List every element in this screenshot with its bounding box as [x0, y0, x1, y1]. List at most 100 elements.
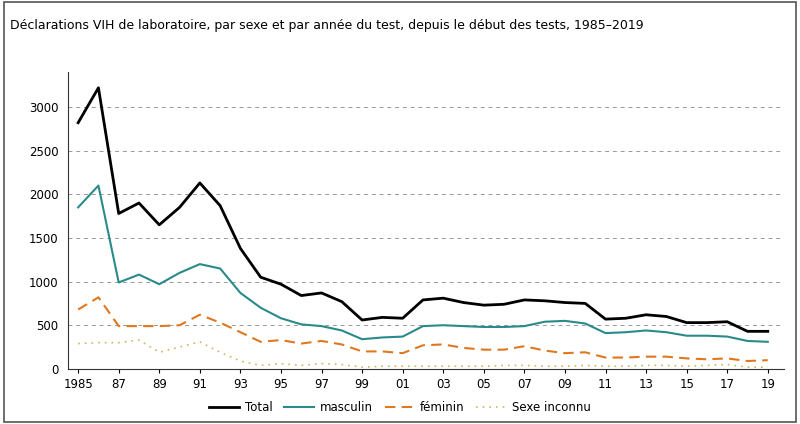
féminin [458, 346, 468, 351]
Sexe inconnu [398, 364, 407, 369]
masculin [276, 316, 286, 321]
Sexe inconnu [682, 364, 691, 369]
Sexe inconnu [458, 364, 468, 369]
féminin [742, 358, 752, 363]
féminin [317, 338, 326, 343]
Line: Total: Total [78, 88, 768, 331]
Sexe inconnu [134, 338, 144, 343]
masculin [438, 323, 448, 328]
masculin [74, 205, 83, 210]
féminin [174, 323, 184, 328]
Total [601, 317, 610, 322]
masculin [560, 318, 570, 324]
Sexe inconnu [662, 363, 671, 368]
masculin [621, 330, 630, 335]
masculin [601, 331, 610, 336]
Sexe inconnu [114, 340, 123, 345]
Total [560, 300, 570, 305]
Sexe inconnu [742, 365, 752, 370]
féminin [682, 356, 691, 361]
Sexe inconnu [702, 363, 712, 368]
Sexe inconnu [581, 363, 590, 368]
Total [174, 205, 184, 210]
masculin [174, 271, 184, 276]
Sexe inconnu [276, 361, 286, 366]
Sexe inconnu [297, 363, 306, 368]
féminin [581, 350, 590, 355]
Total [418, 297, 428, 302]
Sexe inconnu [215, 350, 225, 355]
Total [256, 275, 266, 280]
masculin [682, 333, 691, 338]
Total [702, 320, 712, 325]
féminin [601, 355, 610, 360]
Total [642, 312, 651, 317]
Sexe inconnu [195, 339, 205, 344]
masculin [499, 324, 509, 329]
Sexe inconnu [479, 364, 489, 369]
masculin [722, 334, 732, 339]
masculin [358, 337, 367, 342]
féminin [540, 348, 550, 353]
Total [479, 303, 489, 308]
Total [317, 290, 326, 296]
Sexe inconnu [378, 364, 387, 369]
Total [94, 85, 103, 90]
Sexe inconnu [499, 363, 509, 368]
Total [195, 180, 205, 185]
Sexe inconnu [621, 364, 630, 369]
Sexe inconnu [236, 358, 246, 363]
masculin [662, 330, 671, 335]
masculin [398, 334, 407, 339]
masculin [256, 305, 266, 310]
Total [438, 296, 448, 301]
Sexe inconnu [74, 341, 83, 346]
féminin [702, 357, 712, 362]
Total [742, 329, 752, 334]
Sexe inconnu [337, 362, 346, 367]
féminin [722, 356, 732, 361]
Sexe inconnu [601, 364, 610, 369]
féminin [256, 339, 266, 344]
féminin [276, 338, 286, 343]
Total [378, 315, 387, 320]
Sexe inconnu [94, 340, 103, 345]
féminin [438, 342, 448, 347]
féminin [297, 341, 306, 346]
Total [114, 211, 123, 216]
Total [682, 320, 691, 325]
Sexe inconnu [560, 364, 570, 369]
féminin [378, 349, 387, 354]
féminin [134, 324, 144, 329]
masculin [458, 324, 468, 329]
masculin [763, 339, 773, 344]
Total [297, 293, 306, 298]
masculin [479, 324, 489, 329]
Total [763, 329, 773, 334]
féminin [74, 307, 83, 312]
Line: masculin: masculin [78, 186, 768, 342]
Sexe inconnu [438, 364, 448, 369]
Total [519, 297, 529, 302]
féminin [642, 354, 651, 359]
Sexe inconnu [256, 363, 266, 368]
féminin [215, 320, 225, 325]
Total [662, 314, 671, 319]
féminin [398, 351, 407, 356]
féminin [94, 295, 103, 300]
masculin [114, 280, 123, 285]
féminin [154, 324, 164, 329]
masculin [297, 322, 306, 327]
féminin [358, 349, 367, 354]
Line: féminin: féminin [78, 297, 768, 361]
Total [358, 318, 367, 323]
Total [236, 246, 246, 251]
masculin [742, 338, 752, 343]
masculin [94, 183, 103, 188]
masculin [642, 328, 651, 333]
masculin [378, 335, 387, 340]
Sexe inconnu [722, 362, 732, 367]
Sexe inconnu [763, 365, 773, 370]
Sexe inconnu [642, 363, 651, 368]
féminin [479, 347, 489, 352]
